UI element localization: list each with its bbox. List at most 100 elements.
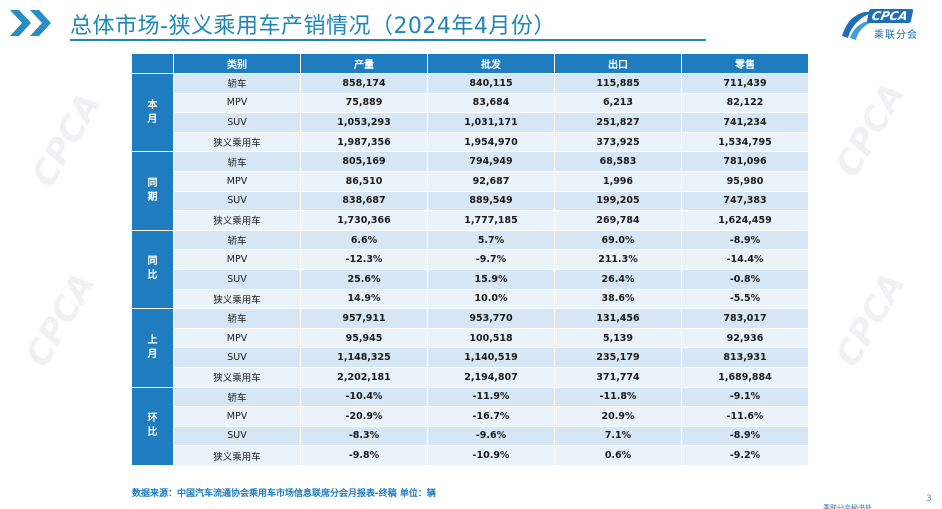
group-label-char: 月 <box>147 348 158 360</box>
value-cell: 6,213 <box>554 92 682 114</box>
group-label-char: 本 <box>147 99 158 111</box>
value-cell: 1,689,884 <box>681 366 809 388</box>
value-cell: -11.8% <box>554 386 682 408</box>
value-cell: 1,148,325 <box>300 347 428 368</box>
title-underline <box>70 39 706 41</box>
table-row: SUV 25.6% 15.9% 26.4% -0.8% <box>132 268 809 290</box>
value-cell: 0.6% <box>554 445 682 466</box>
category-cell: 轿车 <box>173 151 301 172</box>
table-header-row: 类别 产量 批发 出口 零售 <box>131 53 809 74</box>
category-cell: MPV <box>173 92 301 114</box>
value-cell: 251,827 <box>554 112 682 133</box>
value-cell: -9.2% <box>681 445 809 466</box>
table-row: 狭义乘用车 1,987,356 1,954,970 373,925 1,534,795 <box>132 131 809 153</box>
group-label: 上月 <box>131 308 174 388</box>
group-label-char: 环 <box>147 413 158 425</box>
group-label: 同期 <box>131 151 174 231</box>
value-cell: 26.4% <box>554 268 682 290</box>
value-cell: 2,202,181 <box>300 366 428 388</box>
table-row: 同期轿车 805,169 794,949 68,583 781,096 <box>131 151 809 231</box>
table-row: 狭义乘用车 -9.8% -10.9% 0.6% -9.2% <box>132 445 809 466</box>
value-cell: -11.9% <box>427 386 555 408</box>
group-label: 环比 <box>131 386 174 466</box>
table-row: MPV 86,510 92,687 1,996 95,980 <box>132 170 809 192</box>
value-cell: 68,583 <box>554 151 682 172</box>
value-cell: 838,687 <box>300 190 428 212</box>
category-cell: SUV <box>173 347 301 368</box>
value-cell: 1,987,356 <box>300 131 428 153</box>
value-cell: 1,996 <box>554 170 682 192</box>
value-cell: 1,624,459 <box>681 210 809 231</box>
value-cell: 20.9% <box>554 406 682 427</box>
value-cell: 14.9% <box>300 288 428 310</box>
value-cell: 82,122 <box>681 92 809 114</box>
header-category: 类别 <box>173 53 301 74</box>
value-cell: 953,770 <box>427 308 555 329</box>
value-cell: -9.7% <box>427 249 555 270</box>
logo-subtitle: 乘联分会 <box>874 30 918 41</box>
value-cell: 86,510 <box>300 170 428 192</box>
category-cell: MPV <box>173 170 301 192</box>
table-row: 狭义乘用车 2,202,181 2,194,807 371,774 1,689,884 <box>132 366 809 388</box>
table-row: 狭义乘用车 1,730,366 1,777,185 269,784 1,624,459 <box>132 210 809 231</box>
value-cell: 92,687 <box>427 170 555 192</box>
value-cell: 957,911 <box>300 308 428 329</box>
value-cell: 95,945 <box>300 327 428 349</box>
watermark: CPCA <box>827 76 914 184</box>
value-cell: 373,925 <box>554 131 682 153</box>
cpca-logo: CPCA 乘联分会 <box>838 4 934 44</box>
header-production: 产量 <box>300 53 428 74</box>
category-cell: 轿车 <box>173 229 301 251</box>
value-cell: 813,931 <box>681 347 809 368</box>
value-cell: 794,949 <box>427 151 555 172</box>
watermark: CPCA <box>23 86 110 194</box>
value-cell: 95,980 <box>681 170 809 192</box>
table-row: MPV 95,945 100,518 5,139 92,936 <box>132 327 809 349</box>
table-row: MPV -20.9% -16.7% 20.9% -11.6% <box>132 406 809 427</box>
group-label: 本月 <box>131 72 174 153</box>
group-label-char: 比 <box>147 427 158 439</box>
group-label: 同比 <box>131 229 174 310</box>
value-cell: 805,169 <box>300 151 428 172</box>
group-label-char: 期 <box>147 192 158 204</box>
category-cell: SUV <box>173 112 301 133</box>
header-retail: 零售 <box>681 53 809 74</box>
value-cell: 741,234 <box>681 112 809 133</box>
table-row: 上月轿车 957,911 953,770 131,456 783,017 <box>131 308 809 388</box>
category-cell: 轿车 <box>173 73 301 94</box>
category-cell: 狭义乘用车 <box>173 445 301 466</box>
header-export: 出口 <box>554 53 682 74</box>
value-cell: -14.4% <box>681 249 809 270</box>
table-row: MPV 75,889 83,684 6,213 82,122 <box>132 92 809 114</box>
group-label-char: 比 <box>147 270 158 282</box>
value-cell: 235,179 <box>554 347 682 368</box>
group-label-char: 同 <box>147 256 158 268</box>
value-cell: 131,456 <box>554 308 682 329</box>
category-cell: MPV <box>173 327 301 349</box>
value-cell: 38.6% <box>554 288 682 310</box>
value-cell: 5.7% <box>427 229 555 251</box>
value-cell: -16.7% <box>427 406 555 427</box>
value-cell: 1,140,519 <box>427 347 555 368</box>
value-cell: 1,730,366 <box>300 210 428 231</box>
value-cell: 10.0% <box>427 288 555 310</box>
value-cell: -12.3% <box>300 249 428 270</box>
table-row: MPV -12.3% -9.7% 211.3% -14.4% <box>132 249 809 270</box>
value-cell: -8.9% <box>681 229 809 251</box>
category-cell: MPV <box>173 406 301 427</box>
sales-table: 类别 产量 批发 出口 零售 本月轿车 858,174 840,115 115,885… <box>131 53 809 466</box>
value-cell: 269,784 <box>554 210 682 231</box>
value-cell: 1,053,293 <box>300 112 428 133</box>
value-cell: 840,115 <box>427 73 555 94</box>
category-cell: 狭义乘用车 <box>173 210 301 231</box>
chevron-double-right-icon <box>10 10 51 36</box>
category-cell: 狭义乘用车 <box>173 366 301 388</box>
value-cell: 889,549 <box>427 190 555 212</box>
value-cell: 1,534,795 <box>681 131 809 153</box>
value-cell: 211.3% <box>554 249 682 270</box>
table-row: SUV 1,148,325 1,140,519 235,179 813,931 <box>132 347 809 368</box>
table-row: 狭义乘用车 14.9% 10.0% 38.6% -5.5% <box>132 288 809 310</box>
table-row: SUV -8.3% -9.6% 7.1% -8.9% <box>132 425 809 447</box>
value-cell: -10.9% <box>427 445 555 466</box>
category-cell: MPV <box>173 249 301 270</box>
